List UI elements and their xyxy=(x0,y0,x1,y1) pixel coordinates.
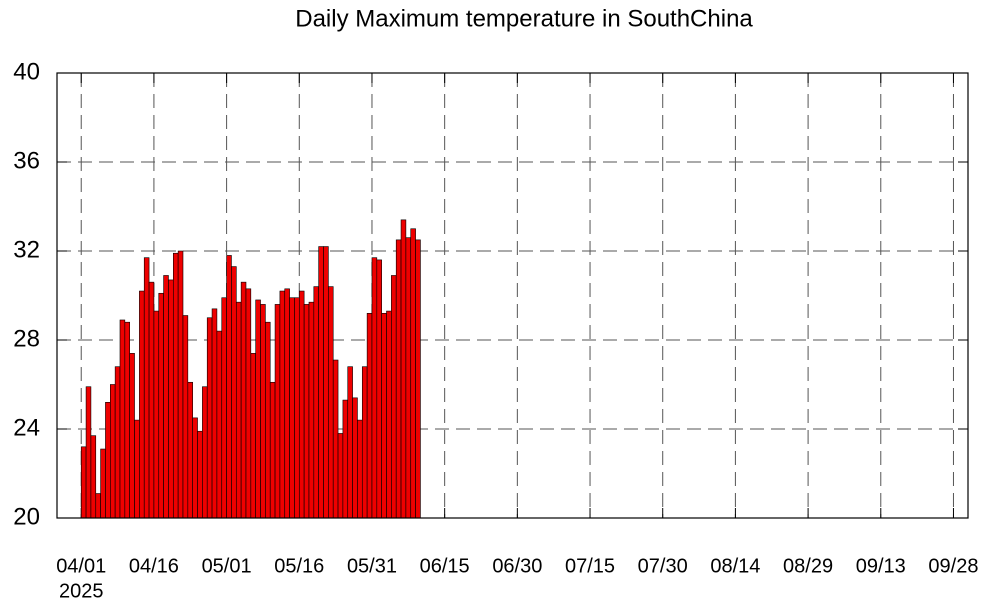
chart-title: Daily Maximum temperature in SouthChina xyxy=(295,5,753,32)
bar xyxy=(221,297,227,519)
y-tick-label: 36 xyxy=(13,147,40,174)
y-tick-label: 32 xyxy=(13,236,40,263)
bar xyxy=(289,297,295,519)
bar xyxy=(328,286,334,519)
bar xyxy=(284,288,290,519)
bar xyxy=(357,419,363,519)
bar xyxy=(250,353,256,519)
x-tick-label: 06/30 xyxy=(492,555,542,577)
x-tick-label: 04/01 xyxy=(56,555,106,577)
bar xyxy=(163,275,169,519)
bar xyxy=(158,292,164,519)
bar xyxy=(85,386,92,519)
x-tick-label: 09/13 xyxy=(856,555,906,577)
bar xyxy=(279,290,286,519)
x-tick-label: 09/28 xyxy=(928,555,978,577)
bar xyxy=(129,353,135,519)
bar xyxy=(366,312,373,519)
y-tick-label: 20 xyxy=(13,503,40,530)
bar xyxy=(153,310,160,519)
x-tick-label: 04/16 xyxy=(129,555,179,577)
x-tick-label: 07/30 xyxy=(638,555,688,577)
y-tick-label: 40 xyxy=(13,58,40,85)
bar xyxy=(148,281,155,519)
bar xyxy=(371,257,378,519)
bar xyxy=(294,297,300,519)
bar xyxy=(100,448,106,519)
bar xyxy=(226,255,232,519)
bar xyxy=(245,288,252,519)
bar xyxy=(211,308,218,519)
bar xyxy=(342,399,349,519)
bar xyxy=(308,301,315,519)
y-tick-label: 28 xyxy=(13,325,40,352)
x-tick-label: 05/31 xyxy=(347,555,397,577)
bar xyxy=(303,304,310,519)
bar xyxy=(110,384,116,519)
bar xyxy=(177,250,184,519)
bar xyxy=(119,319,126,519)
bar xyxy=(182,315,189,519)
bar xyxy=(231,266,237,519)
bar xyxy=(332,359,339,519)
bar xyxy=(80,446,87,519)
bar xyxy=(105,401,111,519)
bar xyxy=(114,366,121,519)
bar xyxy=(415,239,421,519)
bar xyxy=(95,493,101,519)
bar xyxy=(124,321,130,519)
x-tick-label: 05/16 xyxy=(274,555,324,577)
bar xyxy=(265,321,271,519)
y-tick-label: 24 xyxy=(13,414,40,441)
x-year-label: 2025 xyxy=(59,580,104,602)
bar xyxy=(139,290,145,519)
bar xyxy=(172,252,179,519)
bar xyxy=(192,417,198,519)
x-tick-label: 05/01 xyxy=(202,555,252,577)
bar xyxy=(318,246,324,519)
bar xyxy=(90,435,97,519)
bar xyxy=(235,301,242,519)
bar xyxy=(197,430,203,519)
bar xyxy=(323,246,329,519)
bar xyxy=(202,386,208,519)
bar xyxy=(168,279,174,519)
bar xyxy=(405,237,412,519)
x-tick-label: 06/15 xyxy=(420,555,470,577)
bar xyxy=(240,281,247,519)
bar xyxy=(337,433,344,519)
x-tick-label: 07/15 xyxy=(565,555,615,577)
bar xyxy=(298,290,305,519)
bar xyxy=(395,239,402,519)
bar xyxy=(376,259,382,519)
bar xyxy=(361,366,368,519)
bar xyxy=(274,304,281,519)
bar xyxy=(269,381,276,519)
bar xyxy=(381,312,387,519)
bar xyxy=(206,317,213,519)
bar xyxy=(255,299,261,519)
bar xyxy=(386,310,392,519)
bar xyxy=(347,366,353,519)
bar xyxy=(410,228,416,519)
x-tick-label: 08/14 xyxy=(710,555,760,577)
bar xyxy=(260,304,266,519)
plot-frame xyxy=(56,72,969,519)
bar xyxy=(400,219,407,519)
bar xyxy=(352,397,358,519)
bar xyxy=(391,275,397,519)
bar xyxy=(187,381,193,519)
bar xyxy=(143,257,150,519)
bar xyxy=(134,419,140,519)
bar xyxy=(216,330,223,519)
bar xyxy=(313,286,319,519)
x-tick-label: 08/29 xyxy=(783,555,833,577)
